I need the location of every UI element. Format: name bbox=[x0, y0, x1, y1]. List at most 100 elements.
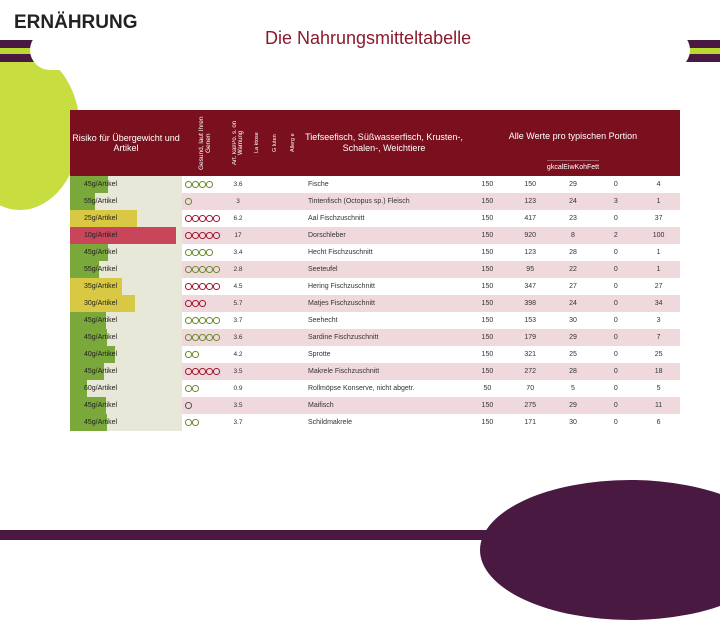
cell-food: Sardine Fischzuschnitt bbox=[302, 329, 466, 346]
table-row: 45g/Artikel3.4Hecht Fischzuschnitt150123… bbox=[70, 244, 680, 261]
th-artval: Art. kal/Po. s. on Warnung bbox=[228, 110, 248, 176]
cell-values: 15032125025 bbox=[466, 346, 680, 363]
cell-food: Rollmöpse Konserve, nicht abgetr. bbox=[302, 380, 466, 397]
cell-cats bbox=[248, 397, 302, 414]
table-row: 55g/Artikel2.8Seeteufel150952201 bbox=[70, 261, 680, 278]
cell-cats bbox=[248, 210, 302, 227]
cell-rating bbox=[182, 414, 228, 431]
cell-food: Fische bbox=[302, 176, 466, 193]
cell-artval: 6.2 bbox=[228, 210, 248, 227]
table-row: 60g/Artikel 0.9 Rollmöpse Konserve, nicht … bbox=[70, 380, 680, 397]
cell-food: Dorschleber bbox=[302, 227, 466, 244]
cell-risk: 10g/Artikel bbox=[70, 227, 182, 244]
th-rating: Gesund, laut Ihren Genen bbox=[182, 110, 228, 176]
table-row: 45g/Artikel3.5Maifisch15027529011 bbox=[70, 397, 680, 414]
cell-values: 15027529011 bbox=[466, 397, 680, 414]
table-header: Risiko für Übergewicht und Artikel Gesun… bbox=[70, 110, 680, 176]
cell-rating bbox=[182, 346, 228, 363]
cell-artval: 3.5 bbox=[228, 363, 248, 380]
cell-artval: 0.9 bbox=[228, 380, 248, 397]
cell-artval: 3 bbox=[228, 193, 248, 210]
cell-cats bbox=[248, 227, 302, 244]
table-row: 45g/Artikel3.7Seehecht1501533003 bbox=[70, 312, 680, 329]
cell-artval: 5.7 bbox=[228, 295, 248, 312]
cell-food: Matjes Fischzuschnitt bbox=[302, 295, 466, 312]
cell-food: Hecht Fischzuschnitt bbox=[302, 244, 466, 261]
cell-cats bbox=[248, 295, 302, 312]
cell-artval: 3.6 bbox=[228, 329, 248, 346]
table-row: 40g/Artikel 4.2 Sprotte15032125025 bbox=[70, 346, 680, 363]
cell-artval: 3.7 bbox=[228, 312, 248, 329]
cell-values: 15092082100 bbox=[466, 227, 680, 244]
cell-food: Sprotte bbox=[302, 346, 466, 363]
cell-values: 1501502904 bbox=[466, 176, 680, 193]
cell-artval: 3.6 bbox=[228, 176, 248, 193]
cell-rating bbox=[182, 210, 228, 227]
cell-risk: 45g/Artikel bbox=[70, 329, 182, 346]
cell-cats bbox=[248, 312, 302, 329]
table-row: 45g/Artikel 3.5 Makrele Fischzuschnitt1502… bbox=[70, 363, 680, 380]
cell-risk: 45g/Artikel bbox=[70, 397, 182, 414]
th-values: Alle Werte pro typischen Portion g kcal … bbox=[466, 110, 680, 176]
page-title: Die Nahrungsmitteltabelle bbox=[265, 28, 471, 49]
cell-cats bbox=[248, 278, 302, 295]
cell-rating bbox=[182, 397, 228, 414]
table-row: 25g/Artikel6.2Aal Fischzuschnitt15041723… bbox=[70, 210, 680, 227]
table-row: 30g/Artikel 5.7 Matjes Fischzuschnitt15039… bbox=[70, 295, 680, 312]
cell-risk: 35g/Artikel bbox=[70, 278, 182, 295]
footer-curve bbox=[480, 480, 720, 620]
cell-risk: 45g/Artikel bbox=[70, 414, 182, 431]
cell-risk: 45g/Artikel bbox=[70, 176, 182, 193]
cell-artval: 2.8 bbox=[228, 261, 248, 278]
cell-rating bbox=[182, 176, 228, 193]
cell-values: 1501232431 bbox=[466, 193, 680, 210]
cell-cats bbox=[248, 346, 302, 363]
cell-rating bbox=[182, 312, 228, 329]
cell-rating bbox=[182, 261, 228, 278]
cell-risk: 30g/Artikel bbox=[70, 295, 182, 312]
th-cats: La ktose G luten Allerg e bbox=[248, 110, 302, 176]
cell-cats bbox=[248, 363, 302, 380]
table-row: 45g/Artikel 3.6 Fische1501502904 bbox=[70, 176, 680, 193]
cell-rating bbox=[182, 193, 228, 210]
cell-values: 1501713006 bbox=[466, 414, 680, 431]
cell-values: 5070505 bbox=[466, 380, 680, 397]
cell-risk: 45g/Artikel bbox=[70, 244, 182, 261]
cell-values: 15027228018 bbox=[466, 363, 680, 380]
cell-rating bbox=[182, 363, 228, 380]
cell-risk: 60g/Artikel bbox=[70, 380, 182, 397]
cell-cats bbox=[248, 329, 302, 346]
cell-cats bbox=[248, 193, 302, 210]
cell-values: 1501792907 bbox=[466, 329, 680, 346]
cell-risk: 45g/Artikel bbox=[70, 312, 182, 329]
section-title: ERNÄHRUNG bbox=[14, 12, 138, 34]
cell-values: 15034727027 bbox=[466, 278, 680, 295]
table-row: 45g/Artikel3.7Schildmakrele1501713006 bbox=[70, 414, 680, 431]
cell-food: Makrele Fischzuschnitt bbox=[302, 363, 466, 380]
cell-risk: 45g/Artikel bbox=[70, 363, 182, 380]
cell-values: 1501232801 bbox=[466, 244, 680, 261]
cell-food: Seehecht bbox=[302, 312, 466, 329]
cell-cats bbox=[248, 261, 302, 278]
cell-artval: 4.5 bbox=[228, 278, 248, 295]
table-row: 35g/Artikel 4.5 Hering Fischzuschnitt15034… bbox=[70, 278, 680, 295]
cell-food: Seeteufel bbox=[302, 261, 466, 278]
cell-artval: 4.2 bbox=[228, 346, 248, 363]
cell-rating bbox=[182, 244, 228, 261]
cell-rating bbox=[182, 278, 228, 295]
cell-cats bbox=[248, 176, 302, 193]
table-body: 45g/Artikel 3.6 Fische1501502904 55g/Artike… bbox=[70, 176, 680, 431]
cell-risk: 55g/Artikel bbox=[70, 193, 182, 210]
cell-food: Hering Fischzuschnitt bbox=[302, 278, 466, 295]
cell-values: 15039824034 bbox=[466, 295, 680, 312]
cell-cats bbox=[248, 414, 302, 431]
cell-cats bbox=[248, 244, 302, 261]
th-food: Tiefseefisch, Süßwasserfisch, Krusten-, … bbox=[302, 110, 466, 176]
cell-cats bbox=[248, 380, 302, 397]
cell-rating bbox=[182, 227, 228, 244]
cell-food: Aal Fischzuschnitt bbox=[302, 210, 466, 227]
cell-values: 150952201 bbox=[466, 261, 680, 278]
cell-rating bbox=[182, 295, 228, 312]
nutrition-table: Risiko für Übergewicht und Artikel Gesun… bbox=[70, 110, 680, 431]
cell-risk: 40g/Artikel bbox=[70, 346, 182, 363]
